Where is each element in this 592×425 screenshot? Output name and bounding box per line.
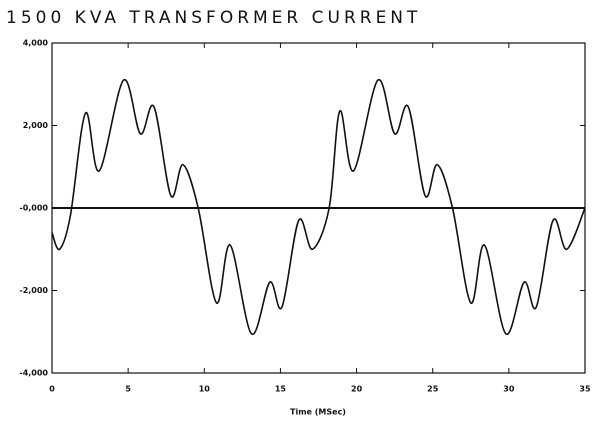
x-tick-label: 25 [427, 385, 439, 394]
y-tick-label: 2,000 [23, 121, 49, 130]
line-series [51, 79, 586, 335]
x-tick-label: 35 [579, 385, 591, 394]
x-tick-label: 5 [125, 385, 131, 394]
x-tick-label: 10 [199, 385, 211, 394]
x-axis-label: Time (MSec) [290, 408, 346, 417]
x-tick-label: 15 [275, 385, 287, 394]
y-tick-label: -2,000 [19, 286, 48, 295]
chart-title: 1500 KVA TRANSFORMER CURRENT [6, 8, 421, 28]
x-tick-label: 0 [49, 385, 55, 394]
y-tick-label: 4,000 [23, 39, 49, 48]
y-tick-label: -4,000 [19, 369, 48, 378]
x-tick-label: 30 [503, 385, 515, 394]
y-tick-label: -0,000 [19, 204, 48, 213]
x-tick-label: 20 [351, 385, 363, 394]
